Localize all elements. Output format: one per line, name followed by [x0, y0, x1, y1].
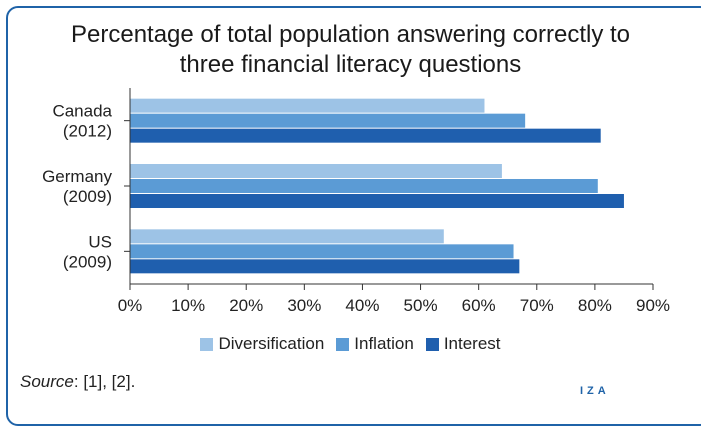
legend-swatch-diversification	[200, 337, 214, 351]
x-tick-label-5: 50%	[404, 296, 438, 315]
category-label-canada: Canada	[52, 102, 112, 121]
legend: Diversification Inflation Interest	[0, 334, 701, 354]
bar-chart: Canada(2012)Germany(2009)US(2009)0% 10% 20…	[42, 88, 670, 315]
bar-diversification-canada	[130, 98, 485, 113]
bar-diversification-germany	[130, 164, 502, 178]
legend-item-diversification: Diversification	[200, 334, 324, 354]
bar-interest-canada	[130, 128, 601, 143]
category-sublabel-us: (2009)	[63, 252, 112, 271]
x-tick-label-0: 0%	[118, 296, 143, 315]
x-tick-label-7: 70%	[520, 296, 554, 315]
legend-label-interest: Interest	[443, 334, 501, 353]
bar-inflation-canada	[130, 113, 526, 128]
legend-swatch-inflation	[336, 337, 350, 351]
source-text: : [1], [2].	[73, 372, 136, 391]
category-label-germany: Germany	[42, 167, 112, 186]
x-tick-label-9: 90%	[636, 296, 670, 315]
x-tick-label-2: 20%	[229, 296, 263, 315]
category-sublabel-germany: (2009)	[63, 187, 112, 206]
x-tick-label-8: 80%	[578, 296, 612, 315]
chart-title: Percentage of total population answering…	[71, 21, 630, 78]
x-tick-label-3: 30%	[287, 296, 321, 315]
legend-item-interest: Interest	[425, 334, 501, 354]
bar-interest-germany	[130, 194, 624, 208]
legend-label-diversification: Diversification	[218, 334, 325, 353]
legend-label-inflation: Inflation	[354, 334, 414, 353]
bar-inflation-germany	[130, 179, 598, 193]
iza-logo: IZA	[580, 385, 610, 397]
legend-swatch-interest	[425, 337, 439, 351]
bar-interest-us	[130, 259, 520, 274]
source-label: Source	[20, 372, 74, 391]
legend-item-inflation: Inflation	[336, 334, 414, 354]
x-tick-label-4: 40%	[345, 296, 379, 315]
x-tick-label-1: 10%	[171, 296, 205, 315]
category-label-us: US	[88, 232, 112, 251]
category-sublabel-canada: (2012)	[63, 122, 112, 141]
bar-inflation-us	[130, 244, 514, 259]
bar-diversification-us	[130, 229, 444, 244]
x-tick-label-6: 60%	[462, 296, 496, 315]
source-note: Source: [1], [2].	[20, 372, 135, 392]
